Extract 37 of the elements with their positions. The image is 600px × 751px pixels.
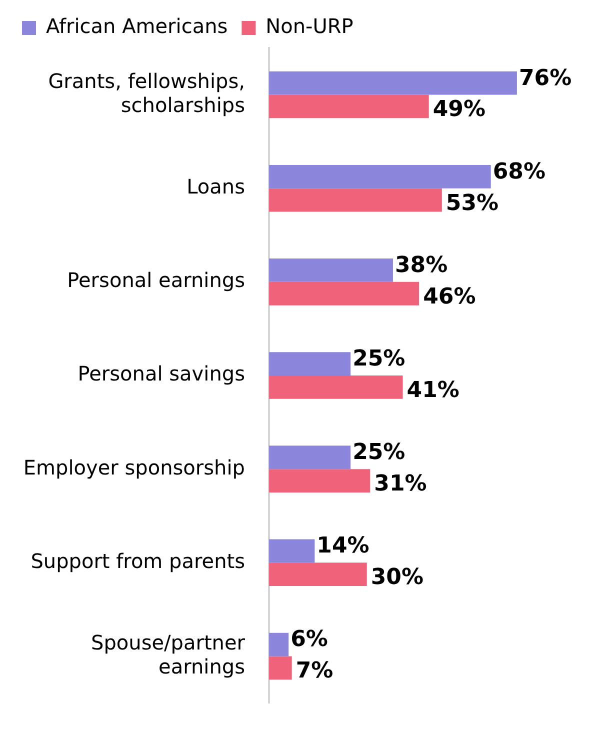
bar: [269, 71, 517, 95]
data-label: 25%: [352, 440, 406, 466]
y-tick-label: Personal savings: [78, 362, 245, 386]
bar: [269, 539, 315, 563]
legend-label: African Americans: [46, 14, 228, 38]
bar: [269, 446, 351, 470]
data-label: 6%: [290, 627, 328, 652]
bar: [269, 188, 442, 212]
bar: [269, 376, 403, 399]
bar: [269, 632, 289, 656]
bar: [269, 94, 429, 118]
legend-label: Non-URP: [266, 14, 354, 38]
bar: [269, 562, 367, 586]
data-label: 49%: [432, 97, 486, 122]
bar: [269, 282, 420, 306]
y-tick-label: Spouse/partner earnings: [91, 630, 246, 678]
bar: [269, 258, 393, 282]
data-label: 7%: [296, 658, 334, 684]
data-label: 30%: [370, 565, 424, 590]
data-label: 25%: [352, 346, 406, 372]
data-label: 53%: [446, 190, 499, 216]
bar: [269, 469, 370, 492]
y-tick-label: Grants, fellowships, scholarships: [48, 68, 245, 117]
y-tick-label: Personal earnings: [67, 268, 245, 292]
y-tick-label: Support from parents: [30, 548, 245, 573]
y-tick-label: Employer sponsorship: [23, 455, 245, 480]
data-label: 14%: [316, 534, 370, 559]
data-label: 68%: [492, 159, 546, 184]
bar: [269, 352, 351, 376]
bar: [269, 656, 292, 680]
data-label: 38%: [394, 252, 448, 278]
data-label: 76%: [518, 66, 572, 91]
y-tick-label: Loans: [186, 174, 245, 199]
data-label: 31%: [374, 471, 427, 496]
data-label: 41%: [406, 378, 460, 403]
data-label: 46%: [423, 284, 476, 310]
bar: [269, 164, 491, 188]
